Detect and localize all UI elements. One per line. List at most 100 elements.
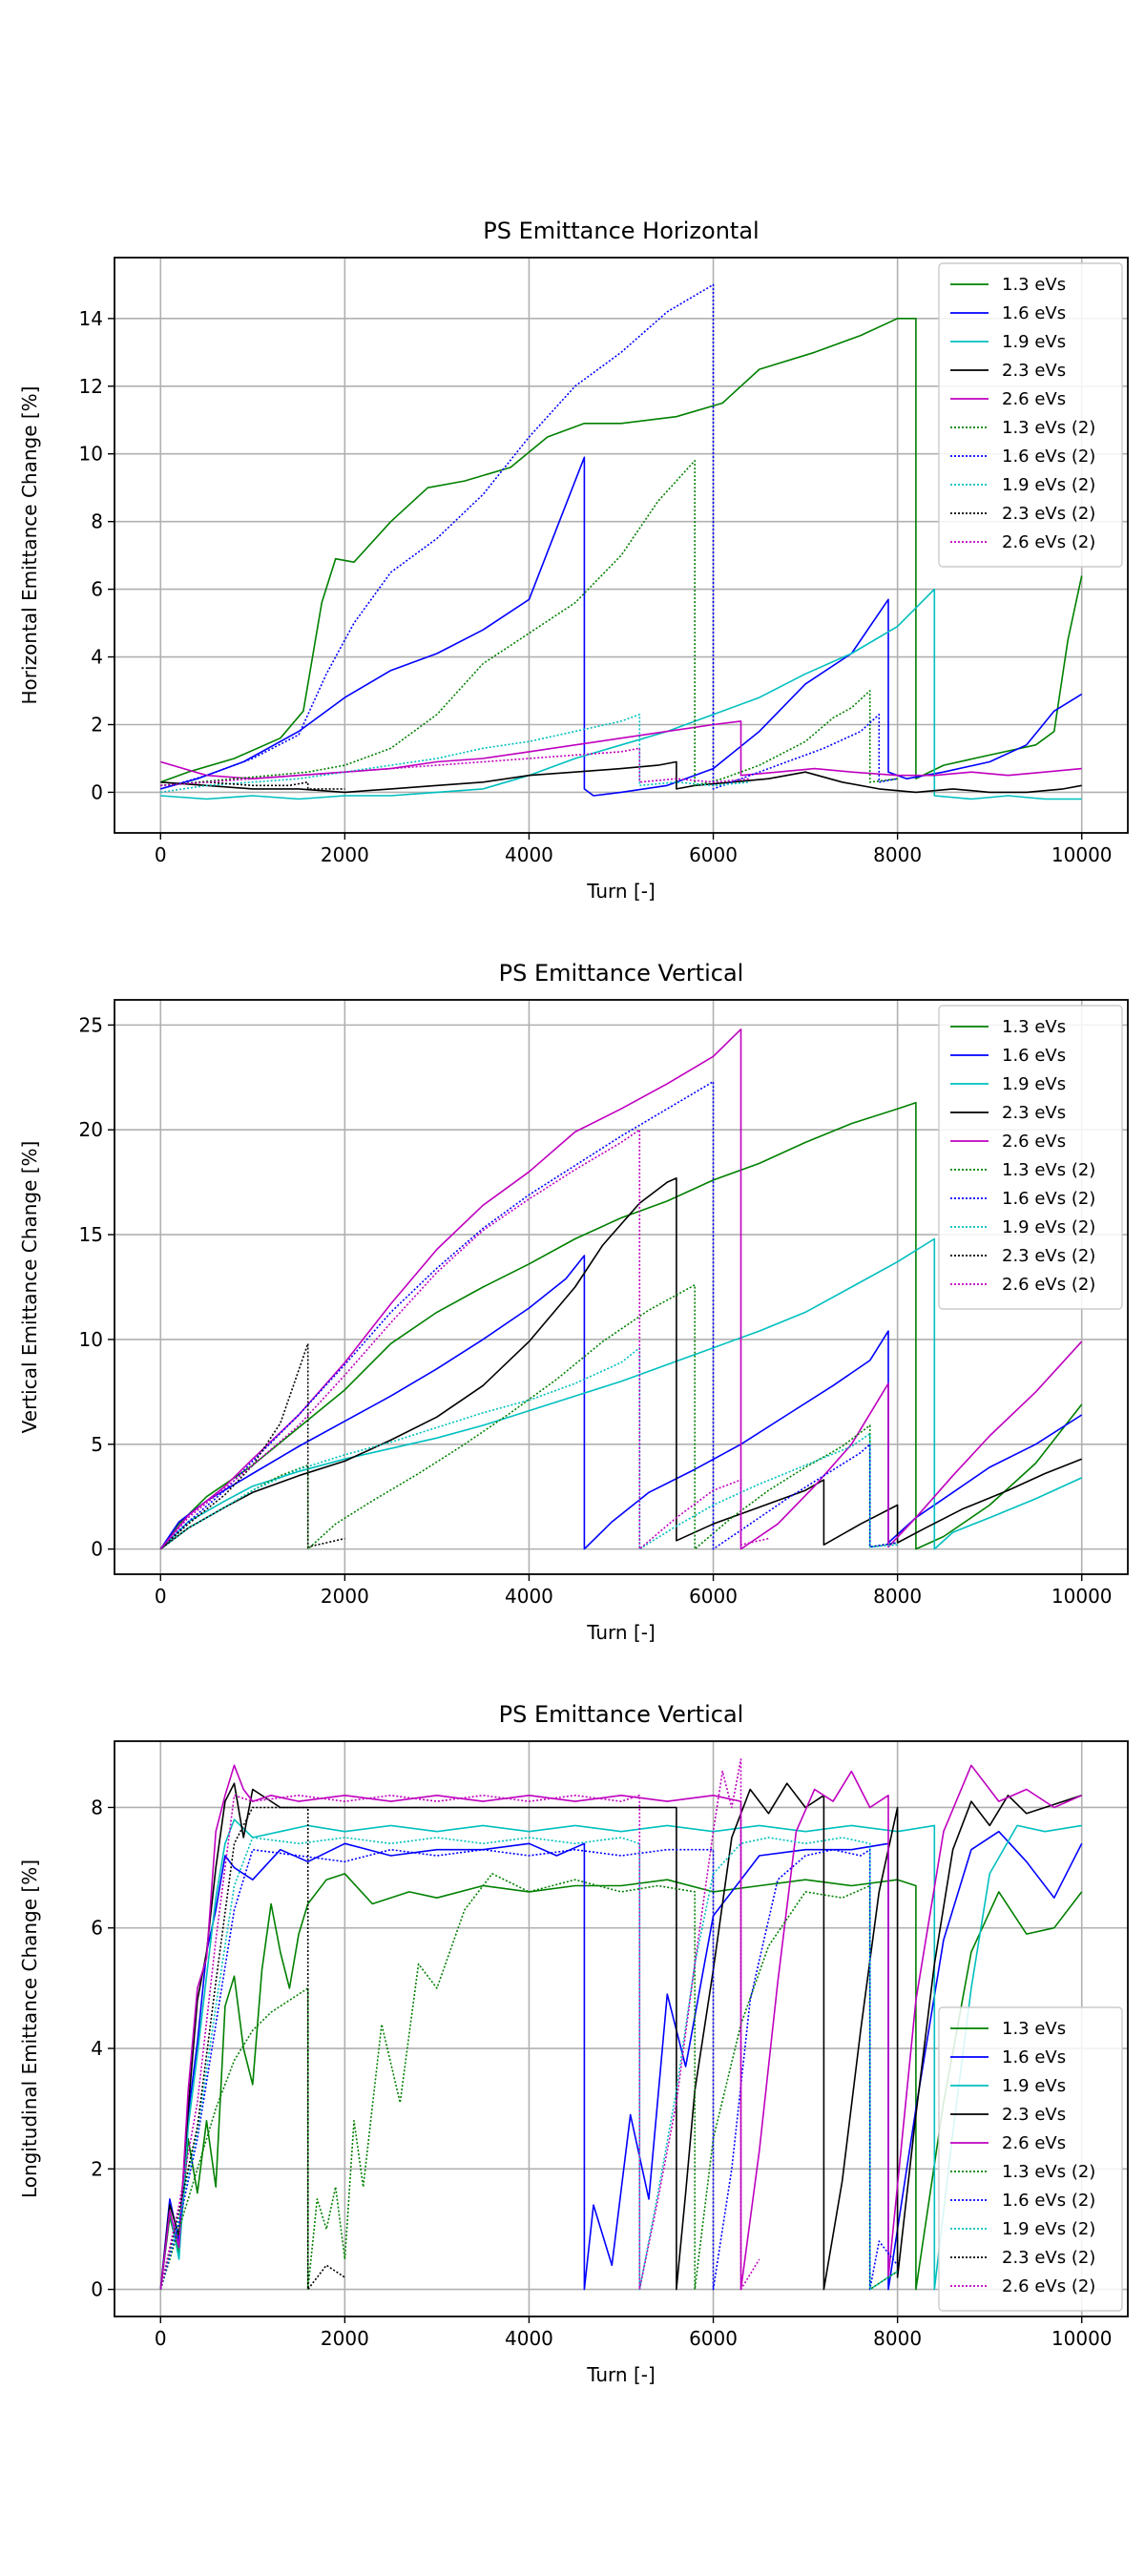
series-line-1-9-evs-2- [159, 1837, 899, 2291]
chart-1: 0 2000 4000 6000 8000 10000 0 2 4 6 8 10 12 14 PS Emit… [18, 218, 1129, 903]
series-group [160, 283, 1083, 800]
legend-label: 1.6 eVs [1002, 1046, 1066, 1066]
y-tick-label: 2 [91, 2157, 103, 2180]
y-tick-label: 6 [91, 578, 103, 601]
chart-3: 0 2000 4000 6000 8000 10000 0 2 4 6 8 PS Emittance … [18, 1701, 1129, 2386]
series-line-1-9-evs [159, 1237, 1083, 1550]
legend-label: 2.3 eVs [1002, 2105, 1066, 2125]
x-axis-label: Turn [-] [586, 1621, 656, 1644]
x-tick-label: 2000 [321, 843, 369, 866]
chart-2: 0 2000 4000 6000 8000 10000 0 5 10 15 20 25 PS Emitt… [18, 960, 1129, 1644]
series-line-2-6-evs [159, 1764, 1083, 2291]
x-tick-label: 4000 [505, 843, 553, 866]
legend: 1.3 eVs 1.6 eVs 1.9 eVs 2.3 eVs 2.6 eVs 1.3 e… [938, 2006, 1123, 2312]
y-tick-label: 14 [79, 307, 103, 330]
legend-label: 1.9 eVs (2) [1002, 2219, 1095, 2239]
y-tick-label: 12 [79, 375, 103, 398]
x-axis-label: Turn [-] [586, 880, 656, 903]
series-line-2-6-evs-2- [160, 747, 751, 787]
legend-label: 1.3 eVs [1002, 2019, 1066, 2039]
series-line-1-3-evs-2- [159, 1873, 899, 2291]
legend-label: 1.9 eVs [1002, 1074, 1066, 1094]
legend-label: 2.3 eVs (2) [1002, 1246, 1095, 1266]
legend-label: 1.9 eVs [1002, 332, 1066, 352]
series-line-1-9-evs-2- [160, 714, 751, 794]
legend-label: 1.9 eVs [1002, 2076, 1066, 2096]
legend-box [938, 2006, 1123, 2312]
x-tick-label: 2000 [321, 2327, 369, 2350]
y-tick-label: 8 [91, 510, 103, 533]
y-tick-label: 25 [79, 1013, 103, 1036]
y-tick-label: 6 [91, 1917, 103, 1940]
y-axis-label: Vertical Emittance Change [%] [18, 1141, 41, 1434]
x-tick-label: 10000 [1051, 843, 1113, 866]
legend-label: 2.6 eVs (2) [1002, 2276, 1095, 2296]
plot-frame [114, 1740, 1129, 2317]
series-line-2-6-evs-2- [159, 1758, 760, 2291]
y-tick-label: 20 [79, 1118, 103, 1141]
x-tick-label: 4000 [505, 2327, 553, 2350]
legend-label: 1.3 eVs [1002, 275, 1066, 295]
y-tick-label: 4 [91, 2037, 103, 2060]
y-tick-label: 0 [91, 2278, 103, 2301]
legend-box [938, 1005, 1123, 1310]
legend-label: 1.6 eVs (2) [1002, 447, 1095, 467]
series-line-1-6-evs [159, 1255, 1083, 1550]
y-axis-label: Horizontal Emittance Change [%] [18, 386, 41, 705]
series-line-2-3-evs [159, 1177, 1082, 1550]
series-line-1-3-evs [159, 1101, 1083, 1550]
legend-label: 2.3 eVs [1002, 1103, 1066, 1123]
y-tick-label: 10 [79, 1328, 103, 1351]
legend-label: 2.6 eVs [1002, 389, 1066, 409]
series-line-1-9-evs [160, 588, 1082, 800]
y-tick-label: 5 [91, 1433, 103, 1456]
legend-label: 1.6 eVs (2) [1002, 1189, 1095, 1209]
series-line-1-3-evs [160, 318, 1083, 783]
x-tick-label: 4000 [505, 1585, 553, 1608]
legend-label: 2.3 eVs [1002, 361, 1066, 381]
legend-label: 1.3 eVs (2) [1002, 418, 1095, 438]
chart-title: PS Emittance Horizontal [483, 218, 759, 244]
series-line-2-3-evs-2- [159, 1806, 345, 2291]
legend-box [938, 262, 1123, 568]
x-tick-label: 8000 [873, 2327, 922, 2350]
series-line-1-6-evs-2- [160, 283, 898, 790]
series-line-2-3-evs-2- [159, 1342, 345, 1550]
series-group [159, 1758, 1083, 2291]
x-tick-label: 10000 [1051, 1585, 1113, 1608]
x-tick-label: 6000 [689, 843, 738, 866]
legend-label: 1.3 eVs (2) [1002, 2162, 1095, 2182]
legend-label: 2.6 eVs (2) [1002, 1275, 1095, 1295]
y-tick-label: 0 [91, 780, 103, 803]
series-line-1-3-evs-2- [159, 1284, 898, 1550]
y-tick-label: 8 [91, 1796, 103, 1818]
legend-label: 2.6 eVs [1002, 1132, 1066, 1152]
y-tick-label: 10 [79, 443, 103, 466]
legend-label: 2.6 eVs [1002, 2133, 1066, 2153]
legend: 1.3 eVs 1.6 eVs 1.9 eVs 2.3 eVs 2.6 eVs 1.3 e… [938, 262, 1123, 568]
series-line-2-3-evs [160, 760, 1082, 794]
plot-frame [114, 999, 1129, 1575]
legend: 1.3 eVs 1.6 eVs 1.9 eVs 2.3 eVs 2.6 eVs 1.3 e… [938, 1005, 1123, 1310]
legend-label: 1.3 eVs (2) [1002, 1160, 1095, 1180]
legend-label: 2.6 eVs (2) [1002, 532, 1095, 552]
legend-label: 1.9 eVs (2) [1002, 1217, 1095, 1237]
x-tick-label: 8000 [873, 1585, 922, 1608]
y-tick-label: 4 [91, 646, 103, 669]
legend-label: 1.3 eVs [1002, 1017, 1066, 1037]
series-group [159, 1028, 1083, 1550]
series-line-1-6-evs [160, 456, 1083, 797]
legend-label: 2.3 eVs (2) [1002, 504, 1095, 524]
y-axis-label: Longitudinal Emittance Change [%] [18, 1859, 41, 2198]
series-line-2-3-evs [159, 1782, 1082, 2291]
legend-label: 1.6 eVs [1002, 2047, 1066, 2067]
x-tick-label: 0 [155, 843, 167, 866]
x-tick-label: 6000 [689, 1585, 738, 1608]
legend-label: 1.9 eVs (2) [1002, 475, 1095, 495]
series-line-2-6-evs [159, 1028, 1083, 1550]
x-tick-label: 0 [155, 1585, 167, 1608]
series-line-2-6-evs-2- [159, 1129, 769, 1550]
legend-label: 1.6 eVs (2) [1002, 2191, 1095, 2211]
series-line-1-9-evs-2- [159, 1346, 898, 1550]
